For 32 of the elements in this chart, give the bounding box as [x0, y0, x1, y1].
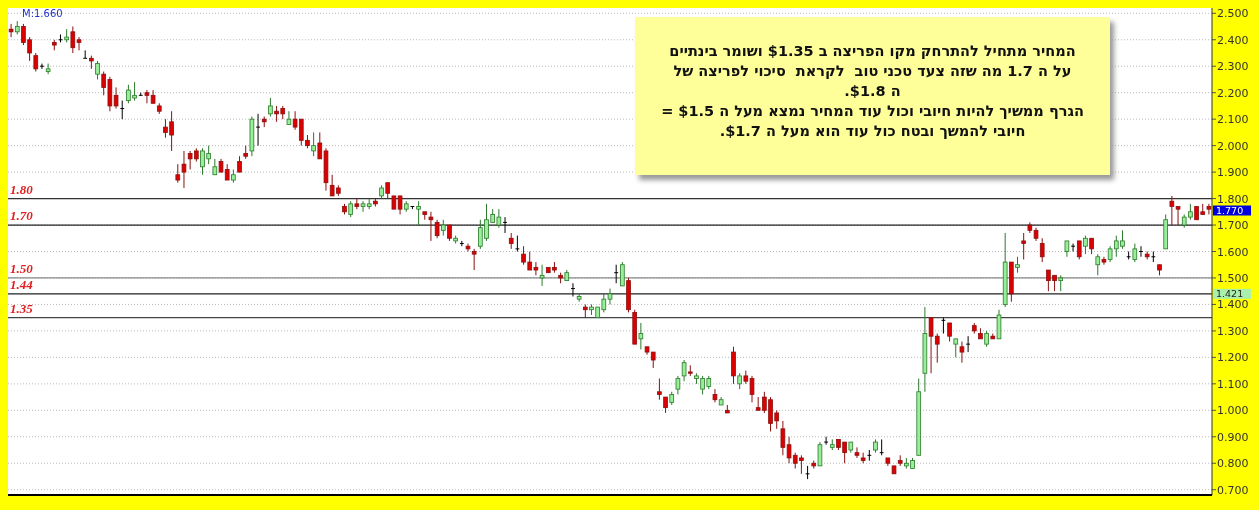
ref-line-label: 1.80	[10, 181, 34, 197]
y-tick-label: 1.400	[1217, 298, 1249, 312]
annotation: חיובי להמשך ובטח כול עוד הוא מעל ה $1.7.	[718, 122, 1027, 141]
y-tick-label: 1.100	[1217, 377, 1249, 391]
y-tick-label: 1.200	[1217, 351, 1249, 365]
y-tick-label: 0.700	[1217, 483, 1249, 497]
ref-line-label: 1.70	[10, 208, 34, 224]
y-tick-label: 2.300	[1217, 60, 1249, 74]
ref-line-label: 1.44	[10, 276, 34, 292]
y-tick-label: 2.200	[1217, 86, 1249, 100]
ref-line-label: 1.50	[10, 260, 34, 276]
annotation: המחיר מתחיל להתרחק מקו הפריצה ב $1.35 ושומר בינתיים	[668, 42, 1077, 61]
y-tick-label: 2.100	[1217, 113, 1249, 127]
y-tick-label: 1.600	[1217, 245, 1249, 259]
y-tick-label: 1.300	[1217, 324, 1249, 338]
annotation: הגרף ממשיך להיות חיובי וכול עוד המחיר נמצא מעל ה $1.5 =	[660, 102, 1085, 121]
annotation: ה $1.8.	[843, 82, 902, 101]
y-tick-label: 0.900	[1217, 430, 1249, 444]
y-tick-label: 1.800	[1217, 192, 1249, 206]
y-tick-label: 0.800	[1217, 457, 1249, 471]
annotation: M:1.660	[22, 8, 63, 19]
y-tick-label: 1.500	[1217, 271, 1249, 285]
y-tick-label: 2.500	[1217, 7, 1249, 21]
annotation: על ה 1.7 מה שזה צעד טכני טוב לקראת סיכוי לפריצה של	[672, 62, 1073, 81]
y-tick-label: 1.700	[1217, 219, 1249, 233]
y-tick-label: 2.000	[1217, 139, 1249, 153]
text: 1.770	[1216, 205, 1244, 217]
y-tick-label: 1.900	[1217, 166, 1249, 180]
text: 1.421	[1216, 288, 1244, 300]
y-tick-label: 1.000	[1217, 404, 1249, 418]
ref-line-label: 1.35	[10, 300, 34, 316]
y-tick-label: 2.400	[1217, 33, 1249, 47]
